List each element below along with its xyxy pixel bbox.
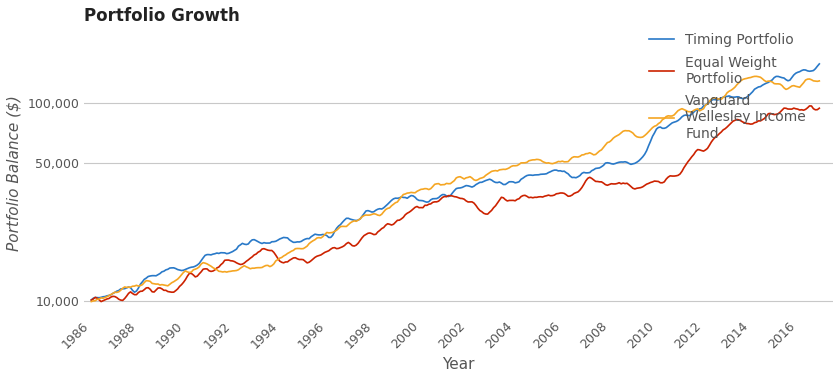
Vanguard
Wellesley Income
Fund <box>457 175 467 180</box>
X-axis label: Year: Year <box>443 357 475 372</box>
Vanguard
Wellesley Income
Fund <box>332 228 342 232</box>
Equal Weight
Portfolio <box>801 107 811 112</box>
Line: Vanguard
Wellesley Income
Fund: Vanguard Wellesley Income Fund <box>92 76 819 302</box>
Legend: Timing Portfolio, Equal Weight
Portfolio, Vanguard
Wellesley Income
Fund: Timing Portfolio, Equal Weight Portfolio… <box>649 33 806 141</box>
Vanguard
Wellesley Income
Fund <box>620 128 630 133</box>
Vanguard
Wellesley Income
Fund <box>814 79 824 83</box>
Equal Weight
Portfolio <box>208 269 218 273</box>
Equal Weight
Portfolio <box>181 277 191 282</box>
Equal Weight
Portfolio <box>96 299 106 304</box>
Equal Weight
Portfolio <box>622 181 632 186</box>
Vanguard
Wellesley Income
Fund <box>178 270 188 275</box>
Timing Portfolio <box>178 268 188 273</box>
Line: Equal Weight
Portfolio: Equal Weight Portfolio <box>92 106 819 302</box>
Timing Portfolio <box>87 298 97 302</box>
Timing Portfolio <box>457 185 467 190</box>
Vanguard
Wellesley Income
Fund <box>87 299 97 304</box>
Timing Portfolio <box>620 160 630 164</box>
Timing Portfolio <box>332 226 342 230</box>
Equal Weight
Portfolio <box>333 246 344 251</box>
Vanguard
Wellesley Income
Fund <box>801 78 811 82</box>
Timing Portfolio <box>799 67 809 72</box>
Y-axis label: Portfolio Balance ($): Portfolio Balance ($) <box>7 96 22 251</box>
Timing Portfolio <box>814 62 824 66</box>
Vanguard
Wellesley Income
Fund <box>206 264 216 268</box>
Timing Portfolio <box>206 252 216 257</box>
Equal Weight
Portfolio <box>805 103 815 108</box>
Equal Weight
Portfolio <box>87 298 97 302</box>
Line: Timing Portfolio: Timing Portfolio <box>92 64 819 300</box>
Vanguard
Wellesley Income
Fund <box>752 74 762 78</box>
Equal Weight
Portfolio <box>459 197 470 202</box>
Text: Portfolio Growth: Portfolio Growth <box>84 7 240 25</box>
Equal Weight
Portfolio <box>814 106 824 111</box>
